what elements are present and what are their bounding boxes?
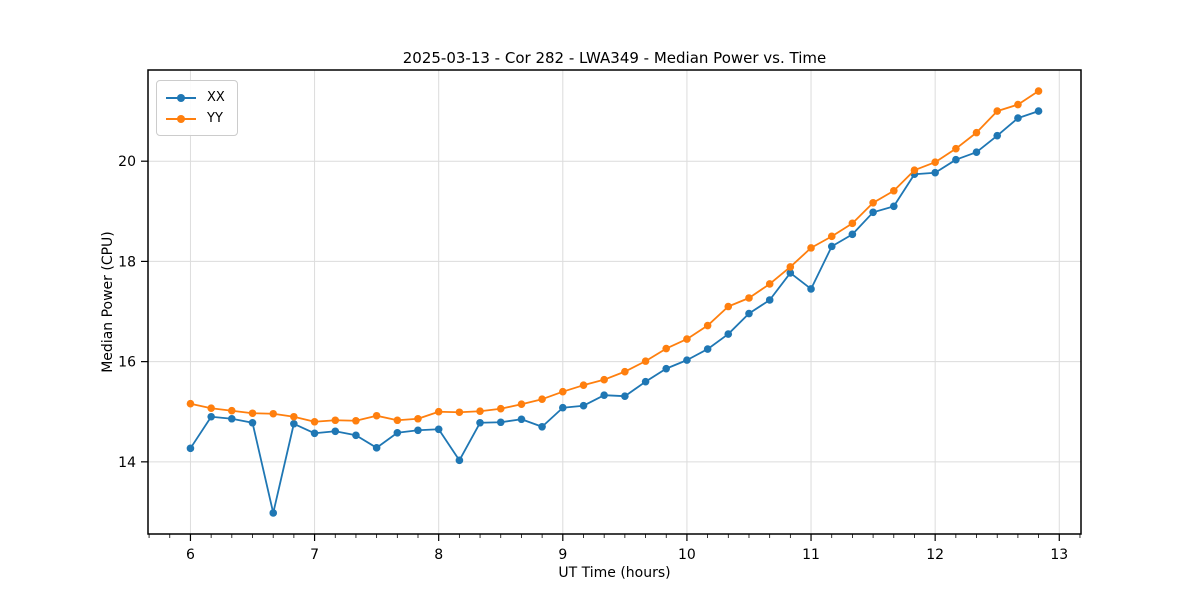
svg-text:7: 7 — [310, 547, 319, 563]
svg-text:16: 16 — [118, 355, 136, 371]
legend-marker-icon — [177, 93, 185, 102]
svg-text:11: 11 — [802, 547, 820, 563]
legend-marker-icon — [177, 114, 185, 123]
svg-text:6: 6 — [186, 547, 195, 563]
svg-text:12: 12 — [926, 547, 944, 563]
legend: XX YY — [156, 80, 238, 136]
svg-text:8: 8 — [434, 547, 443, 563]
legend-label-yy: YY — [207, 111, 223, 126]
legend-label-xx: XX — [207, 90, 225, 105]
svg-text:10: 10 — [678, 547, 696, 563]
legend-line-sample-yy — [166, 114, 196, 123]
svg-text:18: 18 — [118, 254, 136, 270]
legend-item-yy: YY — [166, 108, 225, 129]
x-axis-label: UT Time (hours) — [558, 565, 671, 581]
y-axis-label: Median Power (CPU) — [100, 231, 116, 373]
svg-text:13: 13 — [1050, 547, 1068, 563]
svg-text:14: 14 — [118, 455, 136, 471]
legend-item-xx: XX — [166, 87, 225, 108]
chart-title: 2025-03-13 - Cor 282 - LWA349 - Median P… — [402, 49, 827, 67]
svg-text:20: 20 — [118, 154, 136, 170]
legend-line-sample-xx — [166, 93, 196, 102]
svg-text:9: 9 — [558, 547, 567, 563]
